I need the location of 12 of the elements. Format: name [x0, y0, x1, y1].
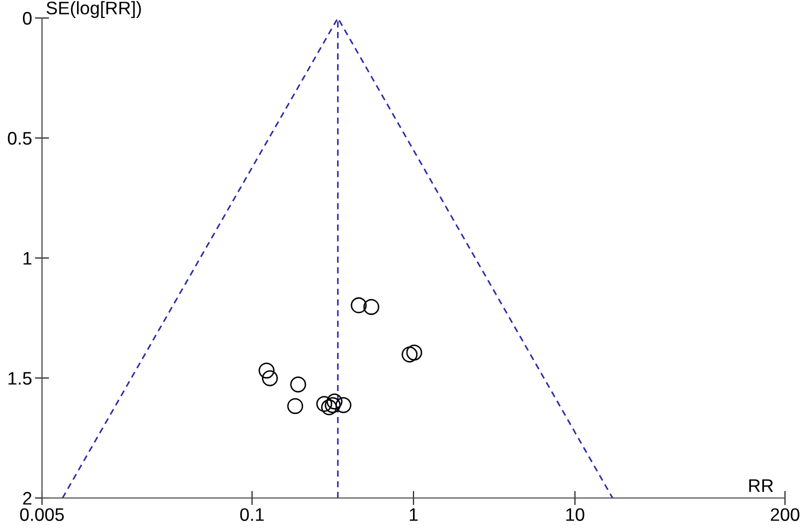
x-axis-title: RR: [749, 479, 774, 492]
x-tick-label: 0.1: [240, 508, 264, 521]
y-tick-label: 1: [24, 252, 32, 265]
y-tick-label: 0.5: [8, 132, 32, 145]
x-tick-label: 200: [770, 508, 800, 521]
x-tick-label: 0.005: [20, 508, 64, 521]
y-tick-label: 2: [23, 492, 32, 505]
y-tick-label: 0: [22, 12, 32, 25]
x-tick-label: 10: [566, 508, 584, 521]
x-tick-label: 1: [410, 508, 418, 521]
y-axis-title: SE(log[RR]): [46, 1, 141, 18]
y-tick-label: 1.5: [8, 372, 32, 385]
